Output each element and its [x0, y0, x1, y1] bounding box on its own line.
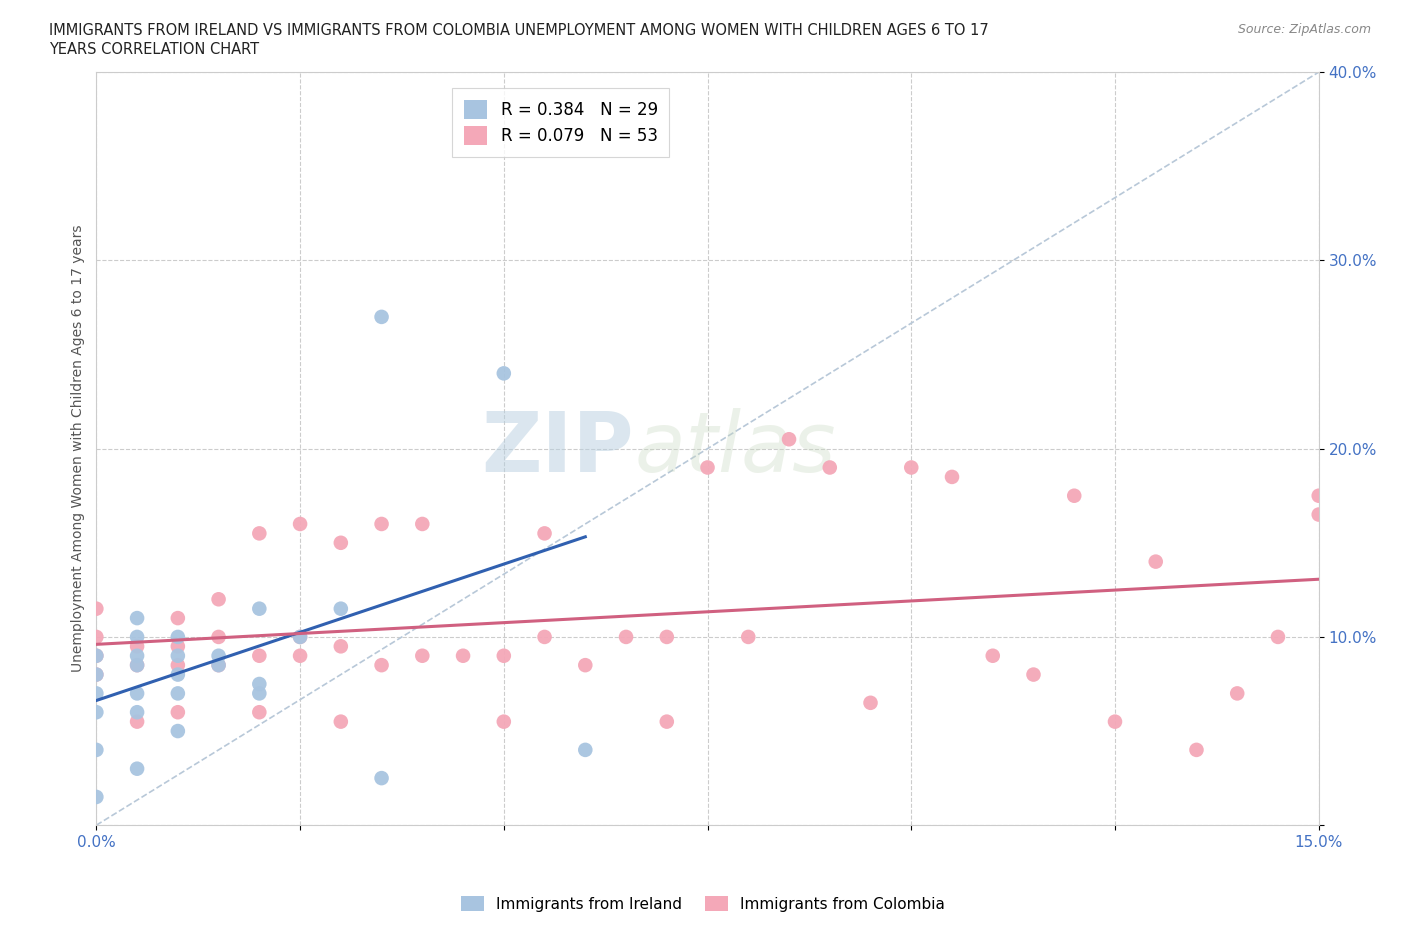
Point [86, 742, 108, 757]
Point [1144, 554, 1167, 569]
Point [247, 705, 270, 720]
Point [166, 724, 188, 738]
Legend: Immigrants from Ireland, Immigrants from Colombia: Immigrants from Ireland, Immigrants from… [456, 889, 950, 918]
Point [655, 714, 678, 729]
Point [127, 611, 149, 626]
Point [127, 648, 149, 663]
Point [127, 762, 149, 777]
Point [207, 658, 229, 672]
Point [288, 516, 311, 531]
Point [696, 460, 718, 475]
Point [941, 470, 963, 485]
Point [370, 771, 392, 786]
Point [737, 630, 759, 644]
Point [288, 630, 311, 644]
Point [86, 686, 108, 701]
Legend: R = 0.384   N = 29, R = 0.079   N = 53: R = 0.384 N = 29, R = 0.079 N = 53 [453, 88, 669, 156]
Point [247, 648, 270, 663]
Text: ZIP: ZIP [482, 408, 634, 489]
Point [614, 630, 637, 644]
Text: Source: ZipAtlas.com: Source: ZipAtlas.com [1237, 23, 1371, 36]
Point [207, 658, 229, 672]
Point [818, 460, 841, 475]
Point [86, 667, 108, 682]
Point [1022, 667, 1045, 682]
Point [370, 516, 392, 531]
Point [370, 310, 392, 325]
Point [166, 639, 188, 654]
Point [166, 658, 188, 672]
Point [207, 630, 229, 644]
Point [127, 630, 149, 644]
Point [574, 658, 596, 672]
Point [900, 460, 922, 475]
Y-axis label: Unemployment Among Women with Children Ages 6 to 17 years: Unemployment Among Women with Children A… [72, 225, 86, 672]
Point [329, 536, 352, 551]
Point [86, 790, 108, 804]
Point [492, 365, 515, 380]
Point [127, 658, 149, 672]
Point [247, 676, 270, 691]
Point [1185, 742, 1208, 757]
Point [492, 648, 515, 663]
Point [86, 648, 108, 663]
Point [533, 630, 555, 644]
Point [411, 648, 433, 663]
Point [778, 432, 800, 446]
Point [1267, 630, 1289, 644]
Point [451, 648, 474, 663]
Point [411, 516, 433, 531]
Text: YEARS CORRELATION CHART: YEARS CORRELATION CHART [49, 42, 259, 57]
Point [127, 686, 149, 701]
Point [1308, 488, 1330, 503]
Point [166, 611, 188, 626]
Point [86, 601, 108, 616]
Text: IMMIGRANTS FROM IRELAND VS IMMIGRANTS FROM COLOMBIA UNEMPLOYMENT AMONG WOMEN WIT: IMMIGRANTS FROM IRELAND VS IMMIGRANTS FR… [49, 23, 988, 38]
Point [1104, 714, 1126, 729]
Point [492, 714, 515, 729]
Point [574, 742, 596, 757]
Point [166, 705, 188, 720]
Point [329, 714, 352, 729]
Point [207, 591, 229, 606]
Point [247, 686, 270, 701]
Point [127, 639, 149, 654]
Point [1226, 686, 1249, 701]
Point [207, 648, 229, 663]
Point [247, 526, 270, 541]
Point [655, 630, 678, 644]
Point [370, 658, 392, 672]
Point [86, 648, 108, 663]
Point [166, 648, 188, 663]
Point [288, 648, 311, 663]
Point [533, 526, 555, 541]
Point [329, 601, 352, 616]
Point [127, 705, 149, 720]
Point [166, 630, 188, 644]
Point [1308, 507, 1330, 522]
Point [1063, 488, 1085, 503]
Point [247, 601, 270, 616]
Point [86, 667, 108, 682]
Text: atlas: atlas [634, 408, 835, 489]
Point [127, 658, 149, 672]
Point [859, 696, 882, 711]
Point [166, 667, 188, 682]
Point [127, 714, 149, 729]
Point [86, 705, 108, 720]
Point [329, 639, 352, 654]
Point [981, 648, 1004, 663]
Point [86, 630, 108, 644]
Point [166, 686, 188, 701]
Point [288, 630, 311, 644]
